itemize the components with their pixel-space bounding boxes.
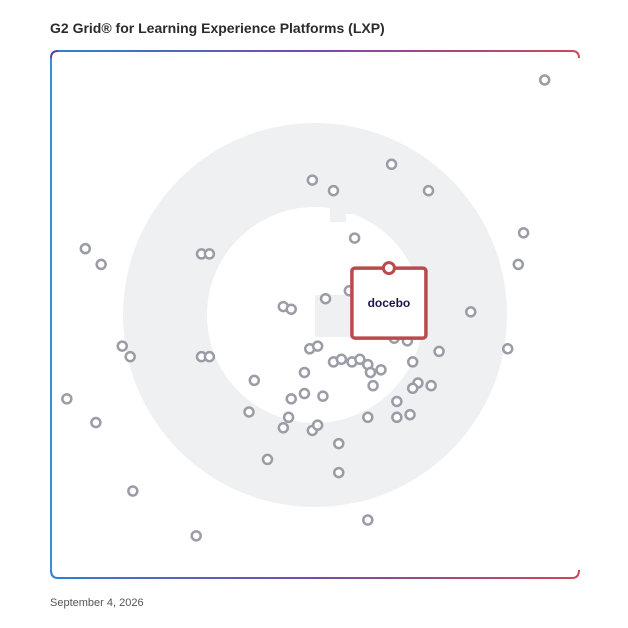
data-point[interactable] [317,390,329,402]
data-point[interactable] [364,366,377,379]
data-point[interactable] [433,345,445,358]
chart-title: G2 Grid® for Learning Experience Platfor… [50,20,385,36]
data-point[interactable] [385,158,398,171]
data-point[interactable] [116,340,129,352]
data-point[interactable] [362,514,374,526]
data-point[interactable] [422,184,435,197]
data-point[interactable] [538,74,551,86]
data-point[interactable] [243,406,255,418]
data-point[interactable] [406,382,419,395]
data-point[interactable] [425,379,437,392]
data-point[interactable] [61,393,73,405]
data-point[interactable] [282,411,295,424]
data-point[interactable] [512,258,525,271]
data-point[interactable] [127,485,139,497]
data-point[interactable] [79,242,92,255]
data-point[interactable] [354,353,366,366]
highlight-label: docebo [368,296,411,310]
data-point[interactable] [406,356,419,368]
data-point[interactable] [362,411,374,424]
data-points [61,74,551,542]
data-point[interactable] [501,343,514,355]
highlight-group[interactable]: docebo [350,261,428,340]
data-point[interactable] [311,419,324,431]
data-point[interactable] [190,530,202,542]
data-point[interactable] [203,350,216,363]
data-point[interactable] [348,232,361,244]
data-point[interactable] [311,340,324,352]
data-point[interactable] [391,411,403,424]
data-point[interactable] [298,387,311,400]
data-point[interactable] [285,303,297,315]
data-point[interactable] [248,374,261,387]
data-point[interactable] [391,395,403,408]
data-point[interactable] [261,453,274,466]
data-point[interactable] [375,364,387,376]
data-point[interactable] [203,248,216,260]
data-point[interactable] [285,393,297,405]
data-point[interactable] [124,350,136,363]
report-date: September 4, 2026 [50,597,144,609]
data-point[interactable] [90,416,102,429]
data-point[interactable] [517,227,530,239]
data-point[interactable] [298,366,311,379]
data-point[interactable] [277,422,290,434]
data-point[interactable] [465,306,477,318]
data-point[interactable] [367,379,379,392]
data-point[interactable] [404,408,416,421]
data-point[interactable] [335,353,348,366]
data-point[interactable] [95,258,107,271]
data-point[interactable] [333,466,345,479]
data-point[interactable] [306,174,319,186]
data-point[interactable] [333,437,345,450]
data-point[interactable] [319,292,332,305]
data-point[interactable] [327,184,340,197]
highlight-point[interactable] [381,261,396,276]
